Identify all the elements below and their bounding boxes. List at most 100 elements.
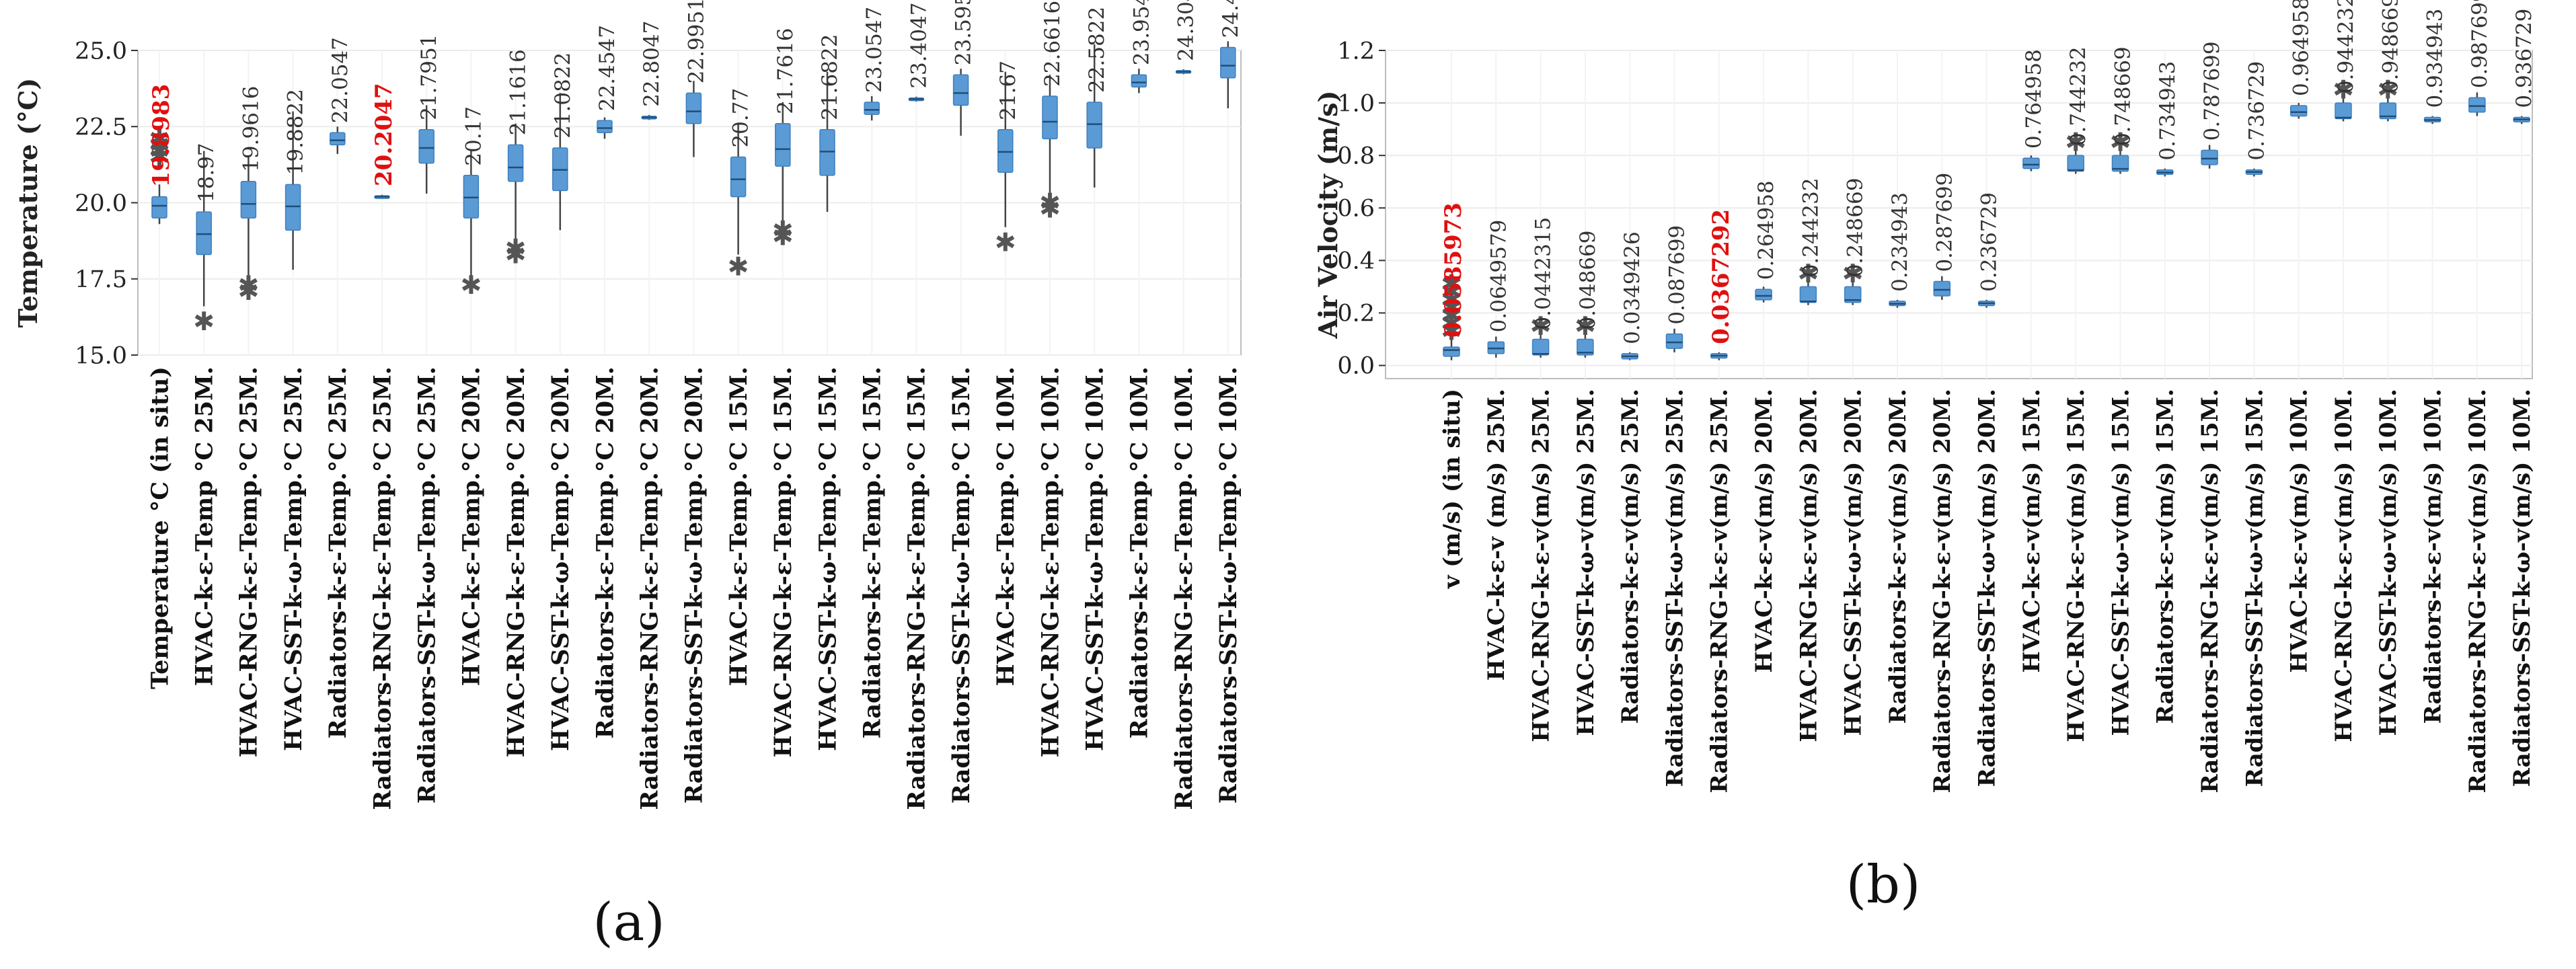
box-body [1131, 74, 1147, 88]
y-tick-label: 0.8 [1337, 143, 1375, 169]
data-label: 21.0822 [551, 52, 575, 139]
box-body [952, 74, 969, 106]
box-body [1577, 338, 1594, 356]
box-body [597, 120, 613, 134]
x-tick-label: HVAC-SST-k-ω-v(m/s) 15M. [2107, 389, 2134, 736]
box-body [240, 181, 257, 219]
x-tick-label: Radiators-RNG-k-ε-v(m/s) 25M. [1706, 389, 1733, 793]
box-body [730, 156, 747, 198]
box-body [2067, 155, 2084, 172]
panel-b-caption: (b) [1846, 855, 1921, 915]
data-label: 21.7951 [417, 34, 441, 120]
y-tick-label: 20.0 [75, 190, 127, 217]
outlier-marker: ✱ [2065, 128, 2086, 157]
x-tick-label: Radiators-RNG-k-ε-v(m/s) 15M. [2197, 389, 2224, 793]
data-label: 0.936729 [2512, 9, 2536, 108]
outlier-marker: ✱ [1441, 317, 1462, 346]
outlier-marker: ✱ [505, 240, 527, 270]
data-label: 0.0585973 [1440, 202, 1467, 338]
x-tick-label: HVAC-RNG-k-ε-v(m/s) 10M. [2331, 389, 2357, 742]
x-tick-label: Radiators-RNG-k-ε-Temp.°C 10M. [1170, 366, 1198, 810]
outlier-marker: ✱ [1441, 293, 1462, 323]
data-label: 0.0649579 [1486, 220, 1511, 333]
x-tick-label: HVAC-SST-k-ω-v(m/s) 20M. [1840, 389, 1867, 736]
data-label: 24.4951 [1219, 0, 1243, 38]
data-label: 20.77 [729, 88, 753, 148]
outlier-marker: ✱ [193, 307, 215, 336]
outlier-marker: ✱ [772, 221, 794, 251]
x-tick-label: HVAC-k-ε-v(m/s) 15M. [2018, 389, 2045, 673]
outlier-marker: ✱ [1575, 311, 1596, 341]
data-label: 23.9547 [1129, 0, 1153, 65]
x-tick-label: Radiators-SST-k-ω-v(m/s) 20M. [1974, 389, 2001, 787]
data-label: 0.744232 [2066, 46, 2090, 146]
x-tick-label: HVAC-k-ε-Temp.°C 20M. [458, 366, 486, 686]
outlier-marker: ✱ [2333, 75, 2354, 105]
x-tick-label: Radiators-k-ε-v(m/s) 15M. [2152, 389, 2179, 724]
data-label: 19.8983 [148, 84, 175, 188]
x-tick-label: HVAC-RNG-k-ε-Temp.°C 20M. [502, 366, 530, 758]
box-body [1844, 286, 1862, 303]
x-tick-label: HVAC-k-ε-v(m/s) 20M. [1751, 389, 1778, 673]
data-label: 24.3047 [1174, 0, 1199, 61]
x-tick-label: HVAC-k-ε-v(m/s) 10M. [2286, 389, 2313, 673]
outlier-marker: ✱ [1441, 269, 1462, 299]
y-tick-label: 0.4 [1337, 248, 1375, 275]
box-body [1933, 280, 1951, 297]
data-label: 0.787699 [2200, 41, 2224, 141]
outlier-marker: ✱ [149, 143, 170, 172]
box-body [1799, 286, 1817, 303]
outlier-marker: ✱ [1039, 194, 1061, 224]
x-tick-label: Radiators-RNG-k-ε-v(m/s) 10M. [2464, 389, 2491, 793]
x-tick-label: HVAC-k-ε-Temp °C 25M. [190, 366, 218, 686]
box-body [1665, 333, 1683, 349]
box-body [151, 196, 167, 219]
y-tick-label: 1.2 [1337, 38, 1375, 65]
x-tick-label: Temperature °C (in situ) [146, 366, 174, 689]
box-body [819, 129, 835, 176]
data-label: 23.5951 [952, 0, 976, 65]
data-label: 22.6616 [1040, 1, 1065, 87]
data-label: 0.287699 [1932, 173, 1957, 272]
x-tick-label: Radiators-k-ε-Temp.°C 15M. [858, 366, 886, 739]
box-body [997, 129, 1014, 173]
x-tick-label: Radiators-SST-k-ω-v(m/s) 10M. [2509, 389, 2536, 787]
outlier-marker: ✱ [1441, 301, 1462, 330]
x-tick-label: HVAC-RNG-k-ε-v(m/s) 25M. [1528, 389, 1555, 742]
data-label: 21.7616 [773, 28, 798, 114]
data-label: 0.934943 [2423, 9, 2448, 108]
y-tick-label: 0.2 [1337, 301, 1375, 327]
data-label: 21.6822 [818, 34, 842, 120]
outlier-marker: ✱ [460, 270, 482, 300]
x-tick-label: HVAC-RNG-k-ε-Temp.°C 15M. [769, 366, 797, 758]
x-tick-label: HVAC-k-ε-Temp.°C 10M. [992, 366, 1020, 686]
panel-b-air-velocity-chart: 0.0 0.2 0.4 0.6 0.8 1.0 1.2 Air Velocity (m/s) ✱… [1313, 0, 2536, 793]
box-body [1086, 102, 1102, 149]
y-tick-label: 0.0 [1337, 353, 1375, 380]
box-body [285, 184, 301, 231]
x-tick-label: Radiators-SST-k-ω-Temp.°C 15M. [948, 366, 975, 804]
data-label: 23.0547 [862, 7, 886, 93]
outlier-marker: ✱ [1039, 188, 1061, 218]
data-label: 22.5822 [1085, 7, 1109, 93]
y-axis-title: Air Velocity (m/s) [1313, 91, 1343, 340]
plot-frame [1385, 50, 2533, 379]
x-tick-label: HVAC-RNG-k-ε-Temp.°C 10M. [1036, 366, 1064, 758]
data-label: 20.17 [461, 106, 486, 166]
data-label: 0.944232 [2334, 0, 2358, 93]
data-label: 0.764958 [2022, 49, 2046, 149]
y-tick-label: 15.0 [75, 342, 127, 369]
data-label: 19.9616 [239, 86, 263, 172]
data-label: 0.087699 [1665, 225, 1690, 325]
outlier-marker: ✱ [149, 136, 170, 165]
data-label: 22.4547 [595, 25, 619, 111]
data-label: 0.0367292 [1708, 209, 1735, 344]
box-body [1042, 95, 1058, 140]
x-tick-label: HVAC-SST-k-ω-Temp.°C 20M. [547, 366, 574, 751]
box-body [1531, 338, 1550, 356]
outlier-marker: ✱ [1441, 309, 1462, 338]
box-body [864, 102, 880, 115]
data-label: 22.0547 [328, 37, 352, 123]
data-label: 0.0349426 [1620, 231, 1644, 344]
